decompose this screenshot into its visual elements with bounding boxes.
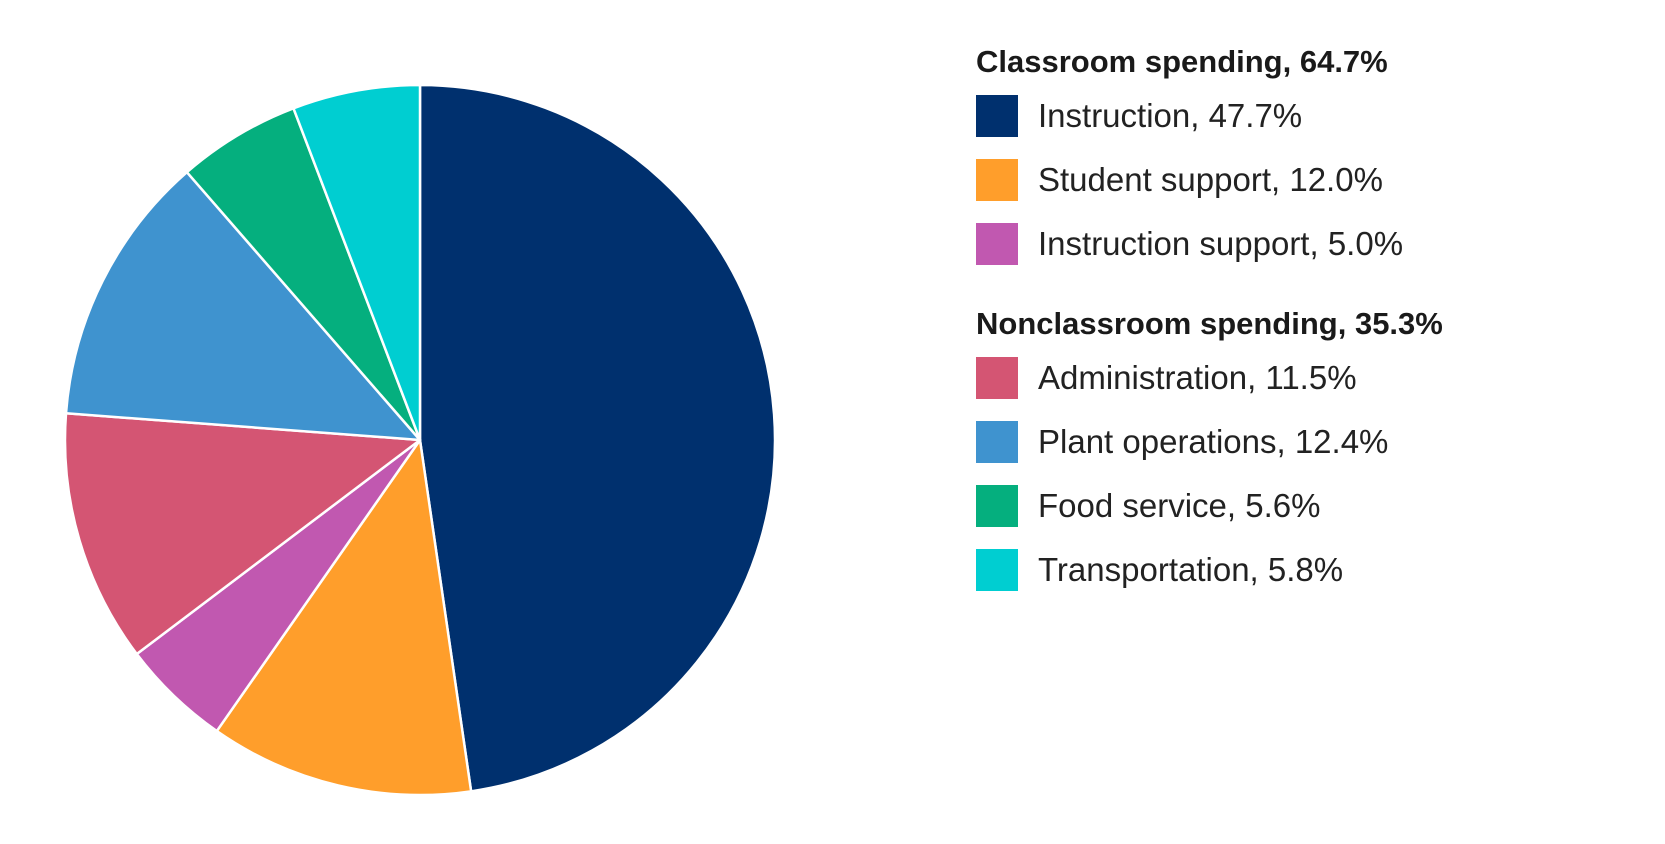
chart-legend: Classroom spending, 64.7% Instruction, 4…: [976, 40, 1636, 602]
legend-group-title-classroom: Classroom spending, 64.7%: [976, 44, 1388, 79]
legend-swatch-instruction: [976, 95, 1018, 137]
legend-swatch-plant-operations: [976, 421, 1018, 463]
legend-swatch-instruction-support: [976, 223, 1018, 265]
legend-item-instruction: Instruction, 47.7%: [976, 84, 1636, 148]
legend-item-food-service: Food service, 5.6%: [976, 474, 1636, 538]
pie-slice-administration: [63, 412, 422, 656]
legend-group-classroom: Classroom spending, 64.7% Instruction, 4…: [976, 40, 1636, 276]
legend-item-student-support: Student support, 12.0%: [976, 148, 1636, 212]
pie-slice-student-support: [215, 438, 473, 797]
legend-item-administration: Administration, 11.5%: [976, 346, 1636, 410]
legend-item-plant-operations: Plant operations, 12.4%: [976, 410, 1636, 474]
legend-swatch-transportation: [976, 549, 1018, 591]
legend-item-instruction-support: Instruction support, 5.0%: [976, 212, 1636, 276]
legend-label-instruction: Instruction, 47.7%: [1038, 97, 1303, 134]
pie-slice-plant-operations: [64, 170, 422, 442]
legend-label-instruction-support: Instruction support, 5.0%: [1038, 225, 1404, 262]
legend-label-transportation: Transportation, 5.8%: [1038, 551, 1344, 588]
legend-label-food-service: Food service, 5.6%: [1038, 487, 1321, 524]
legend-label-student-support: Student support, 12.0%: [1038, 161, 1383, 198]
legend-swatch-student-support: [976, 159, 1018, 201]
legend-swatch-food-service: [976, 485, 1018, 527]
legend-label-plant-operations: Plant operations, 12.4%: [1038, 423, 1389, 460]
legend-group-nonclassroom: Nonclassroom spending, 35.3% Administrat…: [976, 302, 1636, 602]
legend-group-title-nonclassroom: Nonclassroom spending, 35.3%: [976, 306, 1443, 341]
legend-swatch-administration: [976, 357, 1018, 399]
pie-slice-instruction: [418, 83, 777, 793]
legend-label-administration: Administration, 11.5%: [1038, 359, 1357, 396]
legend-item-transportation: Transportation, 5.8%: [976, 538, 1636, 602]
pie-slice-transportation: [292, 83, 422, 442]
